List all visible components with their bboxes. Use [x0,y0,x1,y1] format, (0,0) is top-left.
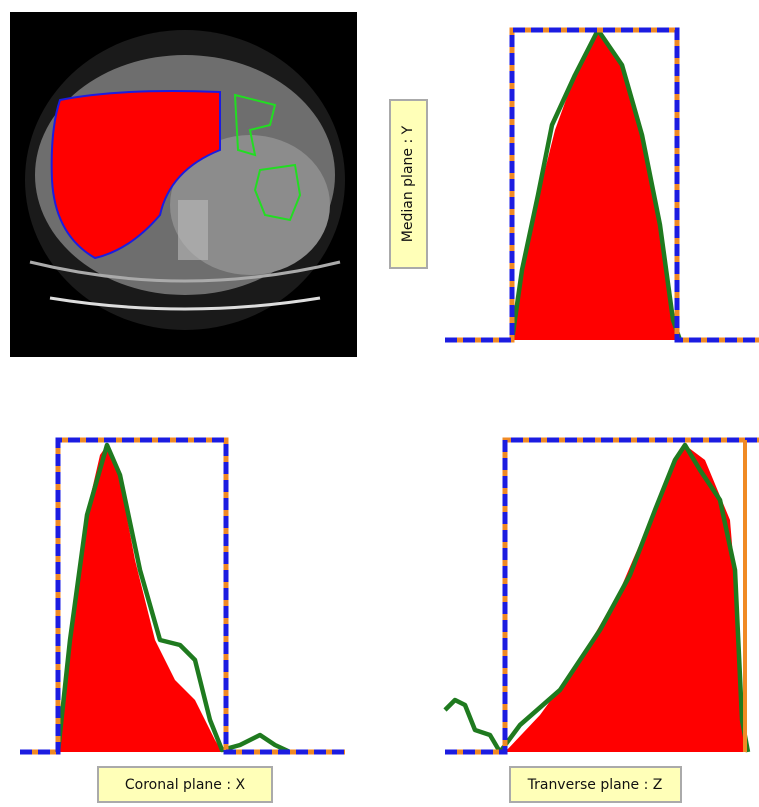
coronal-plot [20,440,345,752]
transverse-plot [445,440,759,752]
figure: Median plane : Y Coronal plane : X Tranv… [0,0,759,807]
ct-image [10,12,357,357]
median-plot [445,30,759,340]
plot-label: Coronal plane : X [125,777,246,793]
plot-label: Tranverse plane : Z [527,777,663,793]
page: Median plane : Y Coronal plane : X Tranv… [0,0,759,807]
plot-label: Median plane : Y [400,125,416,242]
